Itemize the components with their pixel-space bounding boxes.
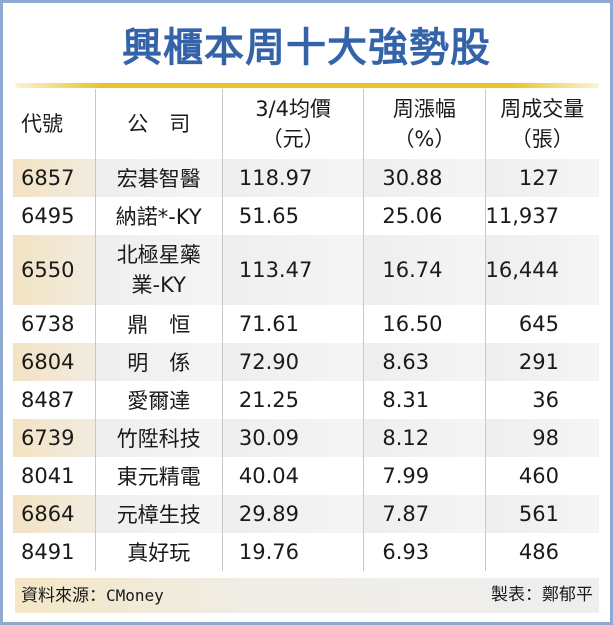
header-price: 3/4均價 （元） xyxy=(221,89,364,159)
cell-code: 6550 xyxy=(13,235,96,305)
table-row: 6550 北極星藥 業-KY 113.47 16.74 16,444 xyxy=(13,235,599,305)
company-line: 北極星藥 xyxy=(116,243,201,267)
cell-price: 21.25 xyxy=(221,381,364,419)
cell-volume: 16,444 xyxy=(484,235,599,305)
table-row: 6738 鼎 恒 71.61 16.50 645 xyxy=(13,305,599,343)
cell-company: 北極星藥業-KY xyxy=(94,235,223,305)
cell-company: 宏碁智醫 xyxy=(94,159,223,197)
cell-change: 8.12 xyxy=(363,419,486,457)
cell-code: 6864 xyxy=(13,495,96,533)
cell-price: 72.90 xyxy=(221,343,364,381)
cell-volume: 291 xyxy=(484,343,599,381)
table-row: 6495 納諾*-KY 51.65 25.06 11,937 xyxy=(13,197,599,235)
cell-company: 元樟生技 xyxy=(94,495,223,533)
cell-volume: 645 xyxy=(484,305,599,343)
header-company: 公 司 xyxy=(94,89,223,159)
cell-change: 7.87 xyxy=(363,495,486,533)
cell-company: 鼎 恒 xyxy=(94,305,223,343)
cell-code: 6857 xyxy=(13,159,96,197)
cell-price: 71.61 xyxy=(221,305,364,343)
cell-volume: 11,937 xyxy=(484,197,599,235)
header-volume: 周成交量 （張） xyxy=(484,89,599,159)
cell-change: 8.63 xyxy=(363,343,486,381)
table-row: 6864 元樟生技 29.89 7.87 561 xyxy=(13,495,599,533)
cell-company: 竹陞科技 xyxy=(94,419,223,457)
cell-change: 6.93 xyxy=(363,533,486,571)
cell-change: 30.88 xyxy=(363,159,486,197)
cell-company: 愛爾達 xyxy=(94,381,223,419)
cell-volume: 460 xyxy=(484,457,599,495)
cell-price: 113.47 xyxy=(221,235,364,305)
table-row: 8491 真好玩 19.76 6.93 486 xyxy=(13,533,599,571)
table-row: 6857 宏碁智醫 118.97 30.88 127 xyxy=(13,159,599,197)
header-change-unit: （%） xyxy=(393,127,456,151)
page-title: 興櫃本周十大強勢股 xyxy=(122,25,491,71)
source-label: 資料來源： xyxy=(21,586,106,606)
cell-change: 16.50 xyxy=(363,305,486,343)
cell-change: 25.06 xyxy=(363,197,486,235)
maker-credit: 製表：鄭郁平 xyxy=(491,585,593,605)
cell-price: 19.76 xyxy=(221,533,364,571)
table-row: 6739 竹陞科技 30.09 8.12 98 xyxy=(13,419,599,457)
cell-code: 6739 xyxy=(13,419,96,457)
cell-company: 真好玩 xyxy=(94,533,223,571)
cell-price: 51.65 xyxy=(221,197,364,235)
header-price-unit: （元） xyxy=(261,127,325,151)
table-row: 8487 愛爾達 21.25 8.31 36 xyxy=(13,381,599,419)
table-row: 8041 東元精電 40.04 7.99 460 xyxy=(13,457,599,495)
cell-company: 明 係 xyxy=(94,343,223,381)
company-line: 業-KY xyxy=(131,273,186,297)
cell-company: 東元精電 xyxy=(94,457,223,495)
header-change-label: 周漲幅 xyxy=(392,97,456,121)
title-divider xyxy=(15,83,599,88)
stock-table: 代號 公 司 3/4均價 （元） 周漲幅 （%） 周成交量 （張） 6857 宏碁智醫 1… xyxy=(13,89,599,571)
cell-price: 29.89 xyxy=(221,495,364,533)
source-name: CMoney xyxy=(106,586,164,605)
header-volume-label: 周成交量 xyxy=(500,97,585,121)
cell-change: 8.31 xyxy=(363,381,486,419)
cell-price: 118.97 xyxy=(221,159,364,197)
cell-code: 6495 xyxy=(21,204,75,228)
cell-code: 8487 xyxy=(21,388,75,412)
cell-company: 納諾*-KY xyxy=(94,197,223,235)
cell-change: 7.99 xyxy=(363,457,486,495)
cell-code: 6738 xyxy=(21,312,75,336)
cell-volume: 486 xyxy=(484,533,599,571)
cell-code: 8041 xyxy=(21,464,75,488)
cell-volume: 98 xyxy=(484,419,599,457)
cell-volume: 561 xyxy=(484,495,599,533)
header-volume-unit: （張） xyxy=(510,127,574,151)
header-row: 代號 公 司 3/4均價 （元） 周漲幅 （%） 周成交量 （張） xyxy=(13,89,599,159)
cell-code: 6804 xyxy=(13,343,96,381)
cell-price: 30.09 xyxy=(221,419,364,457)
header-change: 周漲幅 （%） xyxy=(363,89,486,159)
footer: 資料來源：CMoney 製表：鄭郁平 xyxy=(15,578,599,613)
header-code: 代號 xyxy=(21,112,63,136)
source-credit: 資料來源：CMoney xyxy=(21,578,164,614)
cell-code: 8491 xyxy=(21,540,75,564)
header-price-label: 3/4均價 xyxy=(255,97,331,121)
table-row: 6804 明 係 72.90 8.63 291 xyxy=(13,343,599,381)
cell-volume: 127 xyxy=(484,159,599,197)
cell-change: 16.74 xyxy=(363,235,486,305)
cell-price: 40.04 xyxy=(221,457,364,495)
cell-volume: 36 xyxy=(484,381,599,419)
